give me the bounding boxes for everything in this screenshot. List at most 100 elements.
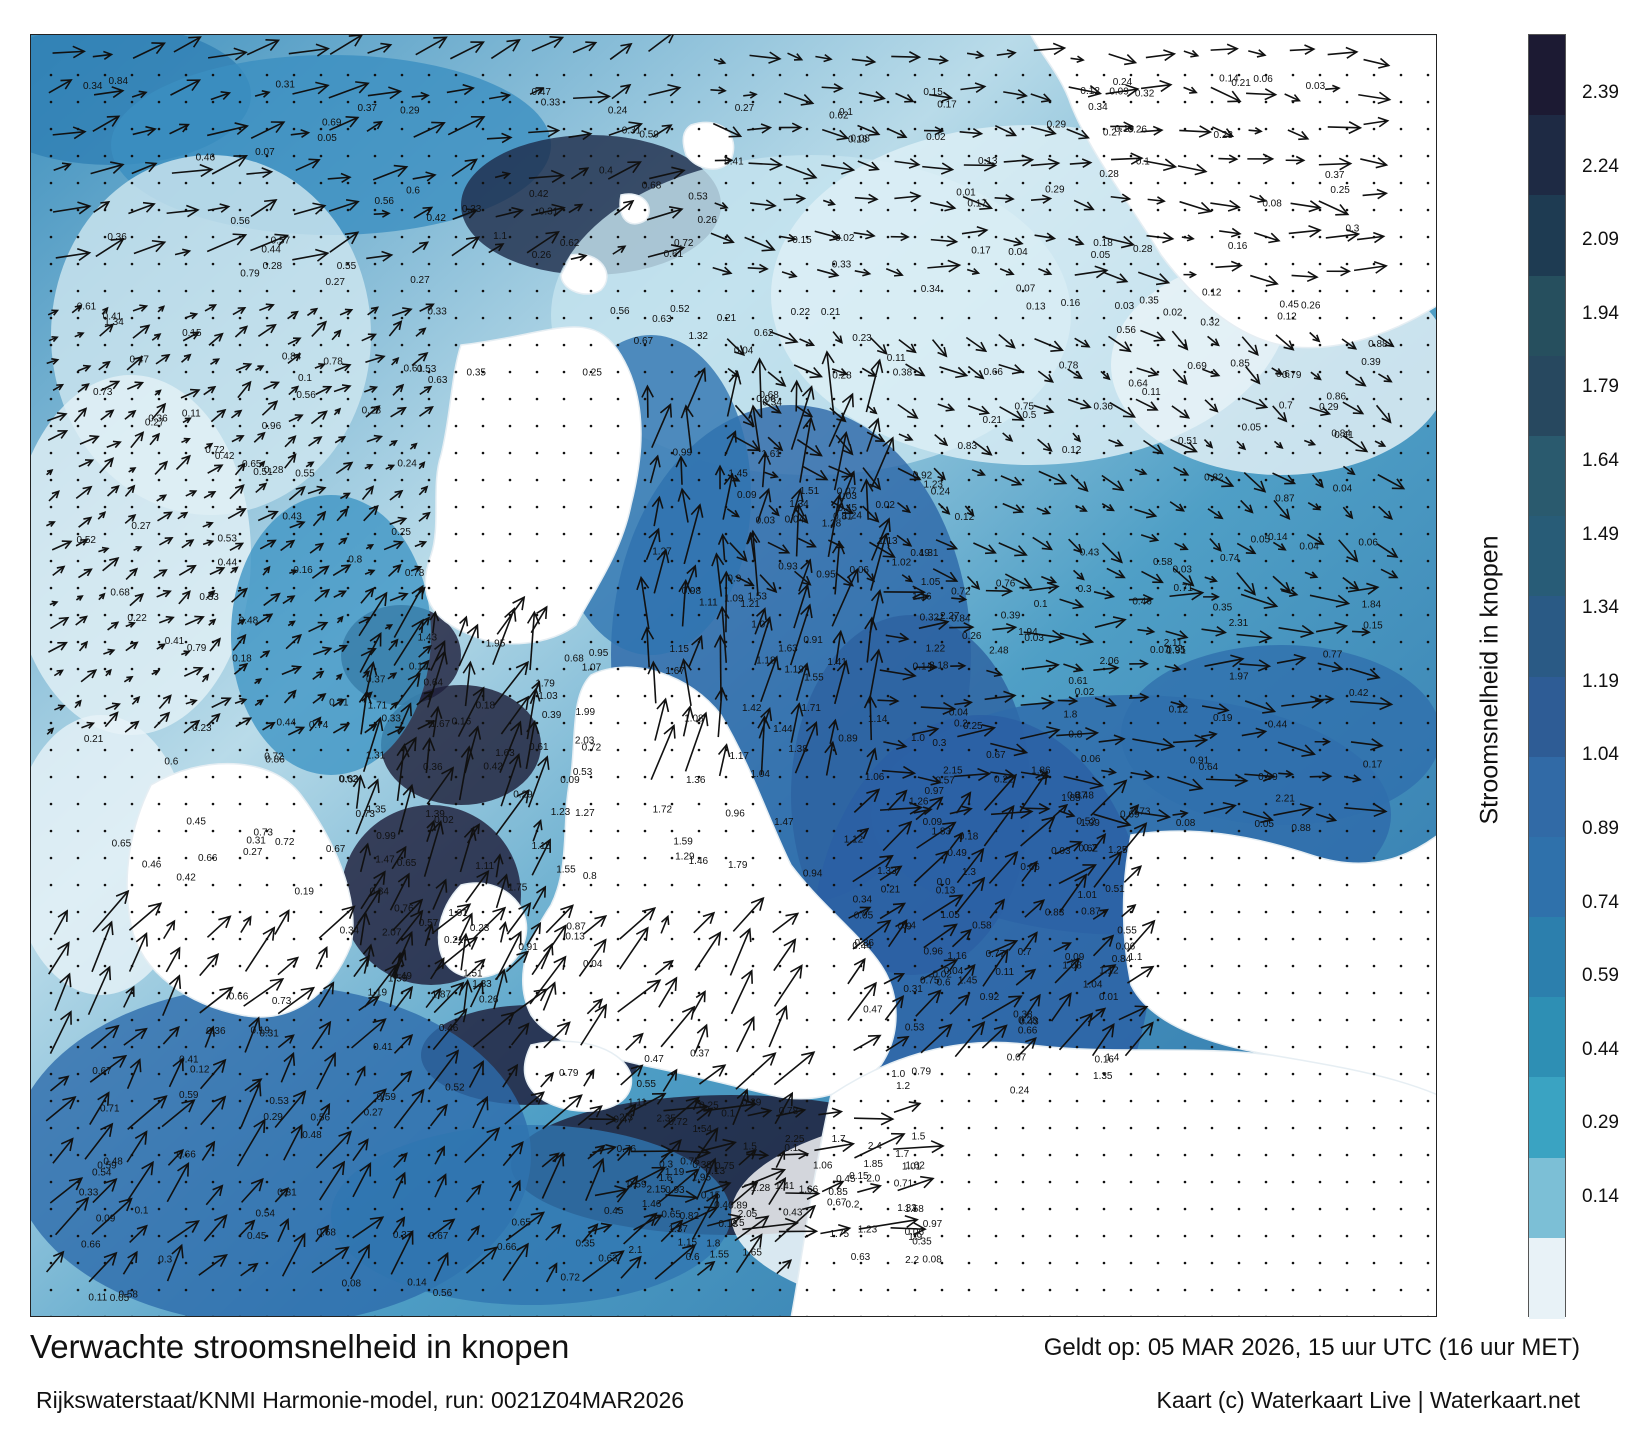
grid-dot (616, 667, 620, 671)
current-arrow (284, 453, 297, 469)
current-speed-map[interactable]: 0.42 0.29 0.57 0.31 0.44 0.46 0.31 0.56 0.68 0.37… (30, 34, 1437, 1317)
grid-dot (1075, 586, 1079, 590)
current-arrow (340, 492, 351, 500)
speed-label: 1.83 (932, 826, 952, 837)
grid-dot (1102, 829, 1106, 833)
grid-dot (1291, 1234, 1295, 1238)
grid-dot (211, 1207, 215, 1211)
grid-dot (886, 586, 890, 590)
grid-dot (400, 1261, 404, 1265)
grid-dot (427, 586, 431, 590)
current-arrow (281, 665, 303, 676)
grid-dot (1210, 262, 1214, 266)
speed-label: 0.6 (406, 186, 420, 197)
speed-label: 1.65 (742, 1247, 762, 1258)
grid-dot (1048, 559, 1052, 563)
grid-dot (1183, 1207, 1187, 1211)
grid-dot (1129, 1018, 1133, 1022)
current-arrow (328, 81, 370, 99)
grid-dot (508, 802, 512, 806)
grid-dot (670, 829, 674, 833)
speed-label: 0.67 (986, 750, 1006, 761)
speed-label: 0.24 (608, 105, 628, 116)
grid-dot (49, 262, 53, 266)
current-arrow (210, 358, 221, 365)
grid-dot (157, 937, 161, 941)
speed-label: 1.19 (368, 988, 388, 999)
grid-dot (1291, 1180, 1295, 1184)
grid-dot (427, 181, 431, 185)
current-arrow (158, 694, 172, 710)
grid-dot (373, 775, 377, 779)
grid-dot (967, 127, 971, 131)
speed-label: 0.17 (937, 99, 957, 110)
grid-dot (1210, 613, 1214, 617)
grid-dot (697, 802, 701, 806)
grid-dot (940, 748, 944, 752)
grid-dot (265, 964, 269, 968)
grid-dot (1399, 1018, 1403, 1022)
grid-dot (1129, 235, 1133, 239)
grid-dot (1426, 478, 1430, 482)
grid-dot (103, 829, 107, 833)
grid-dot (1264, 181, 1268, 185)
current-arrow (312, 670, 325, 680)
current-arrow (93, 86, 125, 99)
grid-dot (292, 883, 296, 887)
grid-dot (994, 316, 998, 320)
grid-dot (562, 1207, 566, 1211)
speed-label: 0.91 (518, 942, 538, 953)
grid-dot (130, 316, 134, 320)
current-arrow (209, 637, 221, 652)
current-arrow (234, 697, 248, 705)
current-arrow (207, 47, 248, 61)
grid-dot (292, 127, 296, 131)
grid-dot (859, 262, 863, 266)
grid-dot (670, 235, 674, 239)
current-arrow (132, 324, 151, 339)
grid-dot (1237, 235, 1241, 239)
grid-dot (292, 775, 296, 779)
grid-dot (1372, 667, 1376, 671)
grid-dot (1237, 964, 1241, 968)
current-arrow (204, 442, 214, 450)
grid-dot (49, 613, 53, 617)
speed-label: 0.79 (1282, 370, 1302, 381)
speed-label: 0.4 (902, 921, 916, 932)
grid-dot (1183, 586, 1187, 590)
grid-dot (1048, 883, 1052, 887)
grid-dot (670, 1207, 674, 1211)
grid-dot (1237, 451, 1241, 455)
current-arrow (311, 320, 328, 337)
grid-dot (1399, 1099, 1403, 1103)
speed-label: 0.71 (100, 1103, 120, 1114)
grid-dot (1102, 1180, 1106, 1184)
grid-dot (103, 424, 107, 428)
grid-dot (1264, 532, 1268, 536)
grid-dot (1156, 694, 1160, 698)
grid-dot (1021, 1207, 1025, 1211)
speed-label: 0.39 (1361, 357, 1381, 368)
grid-dot (670, 694, 674, 698)
grid-dot (1345, 235, 1349, 239)
grid-dot (1183, 397, 1187, 401)
grid-dot (292, 991, 296, 995)
speed-label: 0.21 (444, 935, 464, 946)
grid-dot (265, 1045, 269, 1049)
grid-dot (157, 1207, 161, 1211)
land-area (560, 253, 608, 295)
grid-dot (589, 181, 593, 185)
grid-dot (940, 775, 944, 779)
grid-dot (886, 721, 890, 725)
current-arrow (255, 482, 268, 494)
grid-dot (643, 775, 647, 779)
grid-dot (1156, 910, 1160, 914)
current-arrow (254, 698, 265, 707)
grid-dot (643, 1288, 647, 1292)
speed-label: 0.89 (838, 733, 858, 744)
grid-dot (1237, 1261, 1241, 1265)
grid-dot (832, 397, 836, 401)
grid-dot (184, 154, 188, 158)
grid-dot (832, 667, 836, 671)
current-arrow (98, 360, 111, 371)
